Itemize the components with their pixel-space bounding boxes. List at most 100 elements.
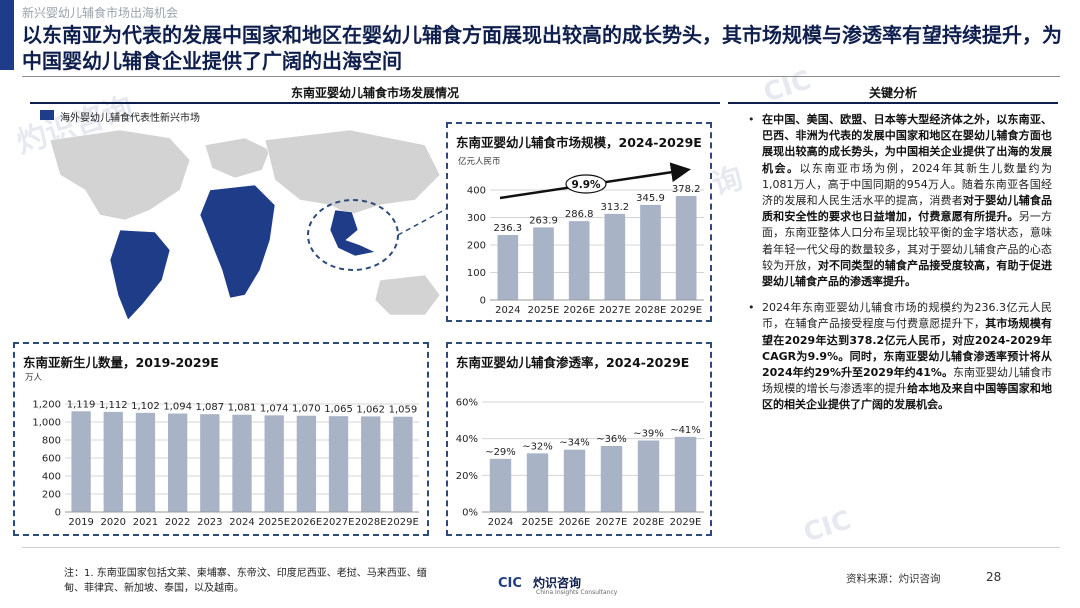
x-tick-label: 2025E — [258, 517, 290, 528]
newborns-chart-box: 东南亚新生儿数量，2019-2029E 万人 0 200 400 600 800 1,000… — [13, 342, 429, 536]
x-tick-label: 2028E — [355, 517, 387, 528]
x-tick-label: 2028E — [635, 305, 667, 316]
bar — [637, 440, 660, 512]
data-label: 1,074 — [260, 403, 289, 414]
bar — [200, 414, 220, 512]
y-tick-label: 100 — [467, 268, 486, 279]
data-label: 1,094 — [163, 402, 192, 413]
bullet-2-text: 2024年东南亚婴幼儿辅食市场的规模约为236.3亿元人民币，在辅食产品接受程度… — [762, 301, 1052, 331]
x-tick-label: 2019 — [68, 517, 93, 528]
x-tick-label: 2027E — [596, 517, 628, 528]
page-title: 以东南亚为代表的发展中国家和地区在婴幼儿辅食方面展现出较高的成长势头，其市场规模… — [22, 23, 1062, 73]
y-tick-label: 300 — [467, 213, 486, 224]
data-label: 236.3 — [494, 223, 523, 234]
bullet-1-bold: 在中国、美国、欧盟、日本等大型经济体之外，以东南亚、巴西、非洲为代表的发展中国家… — [762, 113, 1052, 175]
region-southeast-asia — [329, 209, 376, 257]
bar — [675, 195, 697, 300]
bar — [563, 449, 586, 512]
logo-mark: CIC — [498, 576, 522, 591]
y-tick-label: 400 — [42, 472, 61, 483]
bar — [604, 213, 626, 300]
x-tick-label: 2023 — [197, 517, 222, 528]
footer-divider — [22, 547, 1060, 548]
key-analysis-title: 关键分析 — [868, 86, 917, 100]
analysis-bullet-2: 2024年东南亚婴幼儿辅食市场的规模约为236.3亿元人民币，在辅食产品接受程度… — [748, 300, 1052, 413]
x-tick-label: 2026E — [563, 305, 595, 316]
legend-swatch — [40, 110, 54, 120]
market-size-chart-box: 东南亚婴幼儿辅食市场规模，2024-2029E 亿元人民币 0 100 200 300 4… — [446, 122, 712, 322]
bullet-1-bold: 对于婴幼儿辅食品质和安全性的要求也日益增加，付费意愿有所提升。 — [762, 194, 1053, 224]
bar — [674, 436, 697, 512]
bar — [232, 414, 252, 512]
title-accent-bar — [0, 0, 14, 70]
bar — [167, 413, 188, 512]
axis-unit: 万人 — [25, 373, 43, 383]
title-divider — [22, 76, 1060, 77]
landmass-australia — [374, 274, 441, 316]
bar — [497, 235, 519, 300]
axis-unit: 亿元人民币 — [458, 156, 501, 167]
data-label: 263.9 — [529, 215, 558, 226]
landmass-north-america — [49, 129, 191, 221]
x-tick-label: 2029E — [670, 517, 702, 528]
bar — [135, 412, 156, 512]
source-note: 资料来源：灼识咨询 — [846, 573, 941, 585]
y-tick-label: 400 — [467, 186, 486, 197]
bar — [489, 458, 512, 512]
penetration-chart: 0% 20% 40% 60% ~29% 2024 ~32% 2025E ~34% 2026E ~36… — [456, 398, 704, 528]
bullet-2-bold: 其市场规模有望在2029年达到378.2亿元人民币，对应2024-2029年CA… — [762, 317, 1053, 380]
x-tick-label: 2024 — [229, 517, 254, 528]
data-label: 1,065 — [324, 404, 353, 415]
bullet-1-text: 另一方面，东南亚整体人口分布呈现比较平衡的金字塔状态，意味着年轻一代父母的数量较… — [762, 210, 1053, 272]
bar — [328, 416, 349, 512]
bar — [533, 227, 554, 300]
data-label: ~36% — [596, 434, 627, 445]
bar — [640, 204, 661, 300]
y-tick-label: 200 — [467, 241, 486, 252]
bullet-1-bold: 对不同类型的辅食产品接受度较高，有助于促进婴幼儿辅食产品的渗透率提升。 — [762, 258, 1053, 289]
data-label: 378.2 — [672, 184, 701, 195]
x-tick-label: 2028E — [633, 517, 665, 528]
page-number: 28 — [986, 570, 1002, 584]
data-label: ~34% — [559, 438, 590, 449]
data-label: 1,070 — [292, 404, 321, 415]
bar — [361, 416, 381, 512]
chart-title: 东南亚新生儿数量，2019-2029E — [23, 355, 219, 370]
y-tick-label: 60% — [456, 398, 478, 409]
bar — [103, 411, 123, 512]
y-tick-label: 1,000 — [32, 418, 61, 429]
data-label: 1,081 — [228, 403, 257, 414]
landmass-asia — [264, 129, 441, 216]
x-tick-label: 2024 — [495, 305, 520, 316]
data-label: 286.8 — [565, 209, 594, 220]
y-tick-label: 0 — [55, 508, 61, 519]
bar — [526, 453, 549, 512]
left-section-title: 东南亚婴幼儿辅食市场发展情况 — [290, 86, 459, 100]
data-label: 1,087 — [195, 402, 224, 413]
logo-text: 灼识咨询 — [533, 576, 582, 590]
region-brazil — [109, 229, 171, 321]
x-tick-label: 2029E — [387, 517, 419, 528]
chart-title: 东南亚婴幼儿辅食市场规模，2024-2029E — [456, 135, 702, 150]
connector-line — [397, 207, 449, 236]
x-tick-label: 2022 — [165, 517, 190, 528]
x-tick-label: 2025E — [522, 517, 554, 528]
x-tick-label: 2027E — [323, 517, 355, 528]
data-label: 345.9 — [636, 193, 665, 204]
watermark-logo: CIC — [800, 505, 855, 549]
y-tick-label: 0% — [462, 508, 478, 519]
analysis-bullet-1: 在中国、美国、欧盟、日本等大型经济体之外，以东南亚、巴西、非洲为代表的发展中国家… — [748, 112, 1052, 290]
key-analysis-text: 在中国、美国、欧盟、日本等大型经济体之外，以东南亚、巴西、非洲为代表的发展中国家… — [748, 112, 1052, 424]
bullet-1-text: 以东南亚市场为例，2024年其新生儿数量约为1,081万人，高于中国同期的954… — [762, 161, 1053, 208]
left-section-divider — [30, 102, 720, 104]
bullet-2-bold: 给本地及来自中国等国家和地区的相关企业提供了广阔的发展机会。 — [762, 382, 1053, 412]
bar — [600, 446, 623, 512]
legend-label: 海外婴幼儿辅食代表性新兴市场 — [60, 113, 200, 124]
footnote-line: 注：1. 东南亚国家包括文莱、柬埔寨、东帝汶、印度尼西亚、老挝、马来西亚、缅 — [64, 568, 427, 579]
data-label: 1,102 — [131, 401, 160, 412]
y-tick-label: 800 — [42, 436, 61, 447]
x-tick-label: 2021 — [133, 517, 158, 528]
cagr-badge — [565, 174, 607, 194]
logo-subtext: China Insights Consultancy — [536, 589, 618, 596]
data-label: 1,059 — [389, 405, 418, 416]
